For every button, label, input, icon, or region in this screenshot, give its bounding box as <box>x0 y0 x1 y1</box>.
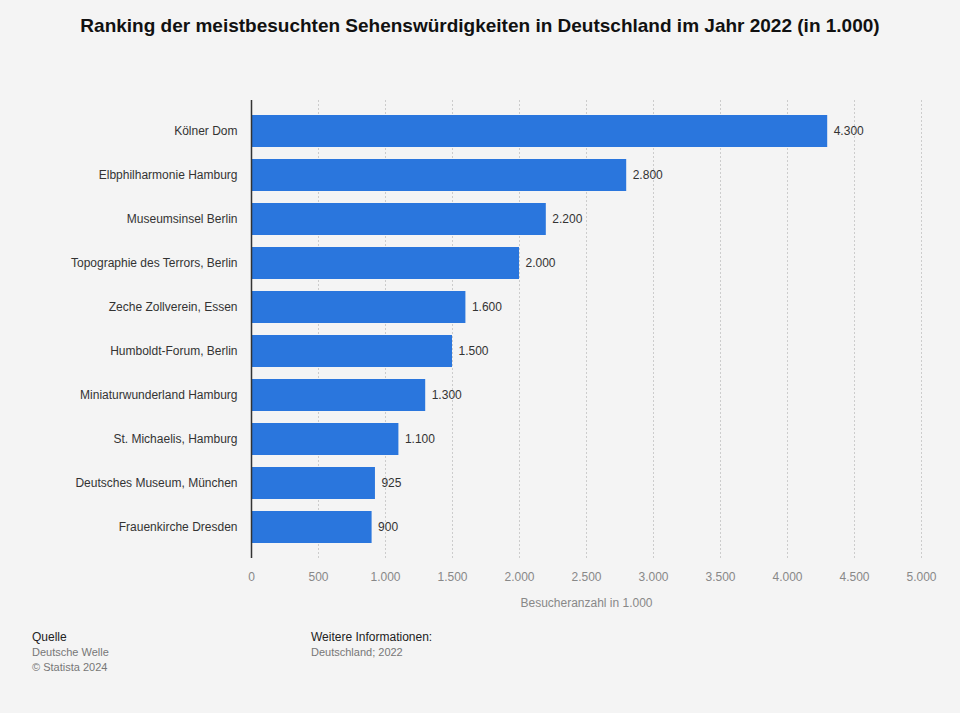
svg-text:2.500: 2.500 <box>571 570 601 584</box>
svg-text:Miniaturwunderland Hamburg: Miniaturwunderland Hamburg <box>80 388 237 402</box>
svg-text:Frauenkirche Dresden: Frauenkirche Dresden <box>119 520 238 534</box>
svg-text:3.000: 3.000 <box>638 570 668 584</box>
html-text:Quelle: Quelle <box>32 630 67 644</box>
svg-text:4.000: 4.000 <box>772 570 802 584</box>
svg-text:1.100: 1.100 <box>405 432 435 446</box>
svg-text:1.000: 1.000 <box>370 570 400 584</box>
svg-text:Humboldt-Forum, Berlin: Humboldt-Forum, Berlin <box>110 344 237 358</box>
svg-text:2.000: 2.000 <box>526 256 556 270</box>
svg-text:5.000: 5.000 <box>906 570 936 584</box>
svg-text:Kölner Dom: Kölner Dom <box>174 124 237 138</box>
svg-text:Deutsches Museum, München: Deutsches Museum, München <box>75 476 237 490</box>
svg-text:4.500: 4.500 <box>839 570 869 584</box>
svg-text:925: 925 <box>381 476 401 490</box>
svg-text:St. Michaelis, Hamburg: St. Michaelis, Hamburg <box>113 432 237 446</box>
svg-text:2.800: 2.800 <box>633 168 663 182</box>
svg-text:500: 500 <box>308 570 328 584</box>
svg-text:1.600: 1.600 <box>472 300 502 314</box>
svg-text:Topographie des Terrors, Berli: Topographie des Terrors, Berlin <box>71 256 238 270</box>
svg-text:900: 900 <box>378 520 398 534</box>
html-text:Weitere Informationen:: Weitere Informationen: <box>311 630 433 644</box>
html-text:Deutsche Welle: Deutsche Welle <box>32 646 109 658</box>
svg-text:Zeche Zollverein, Essen: Zeche Zollverein, Essen <box>109 300 238 314</box>
html-text:Ranking der meistbesuchten Seh: Ranking der meistbesuchten Sehenswürdigk… <box>80 15 880 36</box>
svg-text:1.500: 1.500 <box>459 344 489 358</box>
html-text:Deutschland; 2022: Deutschland; 2022 <box>311 646 403 658</box>
svg-text:Elbphilharmonie Hamburg: Elbphilharmonie Hamburg <box>99 168 238 182</box>
svg-text:4.300: 4.300 <box>834 124 864 138</box>
svg-text:2.000: 2.000 <box>504 570 534 584</box>
svg-text:1.500: 1.500 <box>437 570 467 584</box>
html-text:© Statista 2024: © Statista 2024 <box>32 661 108 673</box>
svg-text:3.500: 3.500 <box>705 570 735 584</box>
svg-text:Museumsinsel Berlin: Museumsinsel Berlin <box>127 212 238 226</box>
svg-text:Besucheranzahl in 1.000: Besucheranzahl in 1.000 <box>520 596 652 610</box>
svg-text:2.200: 2.200 <box>552 212 582 226</box>
svg-text:1.300: 1.300 <box>432 388 462 402</box>
svg-text:0: 0 <box>248 570 255 584</box>
